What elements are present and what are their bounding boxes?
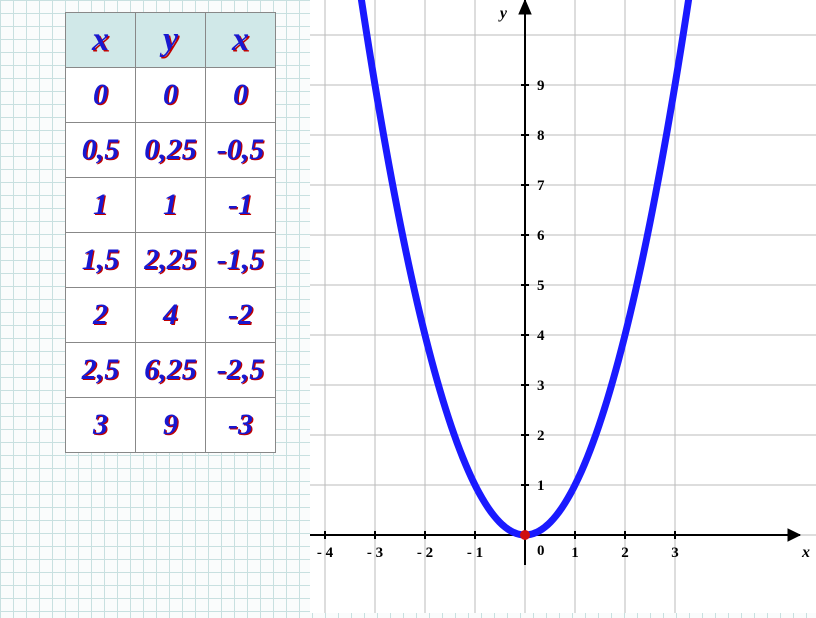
ticks: - 4 - 3 - 2 - 1 1 2 3 1 2 3 4 5 6 7 8 9 0 xyxy=(317,78,679,561)
table-row: 39-3 xyxy=(66,398,276,453)
svg-text:3: 3 xyxy=(537,378,545,394)
table-cell: 0 xyxy=(206,68,276,123)
table-cell: -2 xyxy=(206,288,276,343)
svg-text:1: 1 xyxy=(537,478,545,494)
col-header-y: y xyxy=(136,13,206,68)
table-cell: 1,5 xyxy=(66,233,136,288)
grid xyxy=(310,0,816,613)
xy-data-table: x y x 0000,50,25-0,511-11,52,25-1,524-22… xyxy=(65,12,276,453)
table-cell: 0,5 xyxy=(66,123,136,178)
table-row: 000 xyxy=(66,68,276,123)
table-cell: 0,25 xyxy=(136,123,206,178)
table-cell: 9 xyxy=(136,398,206,453)
table-body: 0000,50,25-0,511-11,52,25-1,524-22,56,25… xyxy=(66,68,276,453)
svg-text:y: y xyxy=(498,5,508,22)
svg-text:- 2: - 2 xyxy=(417,545,433,561)
svg-text:1: 1 xyxy=(571,545,579,561)
table-row: 11-1 xyxy=(66,178,276,233)
table-cell: 4 xyxy=(136,288,206,343)
table-row: 2,56,25-2,5 xyxy=(66,343,276,398)
table-row: 0,50,25-0,5 xyxy=(66,123,276,178)
table-cell: 3 xyxy=(66,398,136,453)
table-cell: 2,5 xyxy=(66,343,136,398)
table-cell: 0 xyxy=(136,68,206,123)
svg-text:3: 3 xyxy=(671,545,679,561)
table-cell: -2,5 xyxy=(206,343,276,398)
table-cell: 0 xyxy=(66,68,136,123)
table-cell: -1,5 xyxy=(206,233,276,288)
parabola-chart: - 4- 3- 2- 11231234567890 xy xyxy=(310,0,816,613)
svg-text:5: 5 xyxy=(537,278,545,294)
chart-svg: - 4- 3- 2- 11231234567890 xy xyxy=(310,0,816,613)
svg-text:7: 7 xyxy=(537,178,545,194)
col-header-x2: x xyxy=(206,13,276,68)
axis-labels: xy xyxy=(498,5,810,561)
svg-text:- 1: - 1 xyxy=(467,545,483,561)
svg-text:- 4: - 4 xyxy=(317,545,334,561)
svg-text:8: 8 xyxy=(537,128,545,144)
table-cell: -0,5 xyxy=(206,123,276,178)
svg-text:2: 2 xyxy=(621,545,629,561)
svg-text:6: 6 xyxy=(537,228,545,244)
table-cell: -3 xyxy=(206,398,276,453)
table-row: 24-2 xyxy=(66,288,276,343)
table-row: 1,52,25-1,5 xyxy=(66,233,276,288)
vertex-point xyxy=(520,530,530,540)
svg-text:9: 9 xyxy=(537,78,545,94)
table-cell: 6,25 xyxy=(136,343,206,398)
svg-text:0: 0 xyxy=(537,543,545,559)
svg-text:4: 4 xyxy=(537,328,545,344)
table-cell: 1 xyxy=(66,178,136,233)
svg-text:x: x xyxy=(801,544,810,561)
table-cell: 2,25 xyxy=(136,233,206,288)
table-cell: 1 xyxy=(136,178,206,233)
svg-text:2: 2 xyxy=(537,428,545,444)
table-cell: -1 xyxy=(206,178,276,233)
svg-text:- 3: - 3 xyxy=(367,545,383,561)
col-header-x1: x xyxy=(66,13,136,68)
table-cell: 2 xyxy=(66,288,136,343)
